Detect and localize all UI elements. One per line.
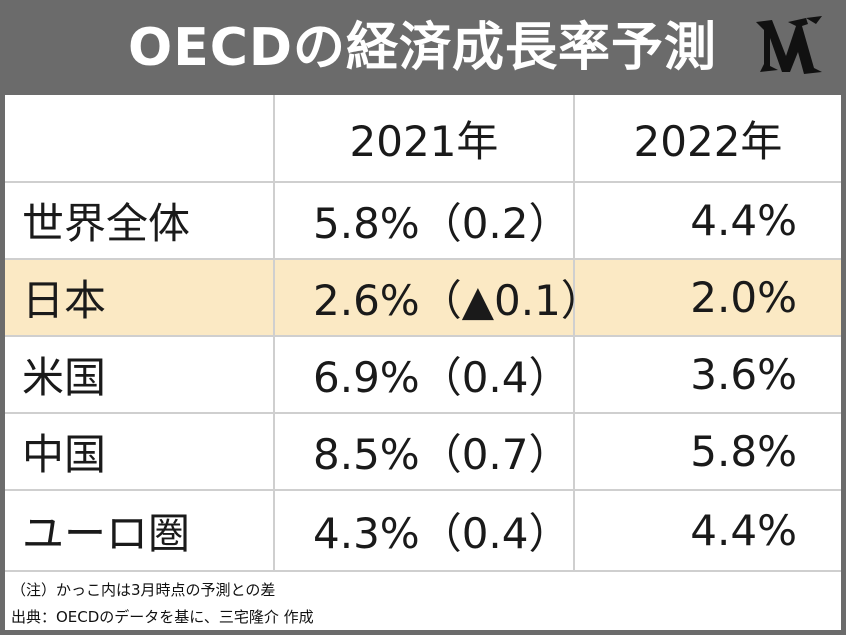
title-bar: OECDの経済成長率予測	[0, 0, 846, 95]
value-2021-cell: 4.3%（0.4）	[275, 491, 575, 570]
value-2022-cell: 3.6%	[690, 350, 797, 399]
region-cell: 米国	[5, 337, 275, 412]
value-2022-cell: 4.4%	[690, 506, 797, 555]
table-row: 米国 6.9%（0.4） 3.6%	[5, 337, 841, 414]
value-2022-cell: 2.0%	[690, 273, 797, 322]
value-2021-cell: 5.8%（0.2）	[275, 183, 575, 258]
publisher-logo-icon	[756, 16, 822, 74]
value-2021-cell: 2.6%（▲0.1）	[275, 260, 603, 335]
region-cell: 日本	[5, 260, 275, 335]
page-title: OECDの経済成長率予測	[128, 18, 718, 78]
table-row-highlighted: 日本 2.6%（▲0.1） 2.0%	[5, 260, 841, 337]
value-2022-cell: 5.8%	[690, 427, 797, 476]
footer-notes: （注）かっこ内は3月時点の予測との差 出典：OECDのデータを基に、三宅隆介 作…	[5, 570, 841, 630]
table-row: 世界全体 5.8%（0.2） 4.4%	[5, 183, 841, 260]
region-cell: 中国	[5, 414, 275, 489]
table-row: ユーロ圏 4.3%（0.4） 4.4%	[5, 491, 841, 570]
table-row: 中国 8.5%（0.7） 5.8%	[5, 414, 841, 491]
source-text: 出典：OECDのデータを基に、三宅隆介 作成	[11, 608, 314, 626]
header-cell-2021: 2021年	[275, 95, 575, 181]
table-header-row: 2021年 2022年	[5, 95, 841, 183]
value-2021-cell: 8.5%（0.7）	[275, 414, 575, 489]
value-2022-cell: 4.4%	[690, 196, 797, 245]
header-cell-2022: 2022年	[633, 116, 783, 166]
region-cell: ユーロ圏	[5, 491, 275, 570]
note-text: （注）かっこ内は3月時点の予測との差	[11, 581, 276, 599]
forecast-table: 2021年 2022年 世界全体 5.8%（0.2） 4.4% 日本 2.6%（…	[5, 95, 841, 570]
value-2021-cell: 6.9%（0.4）	[275, 337, 575, 412]
header-cell-region	[5, 95, 275, 181]
region-cell: 世界全体	[5, 183, 275, 258]
